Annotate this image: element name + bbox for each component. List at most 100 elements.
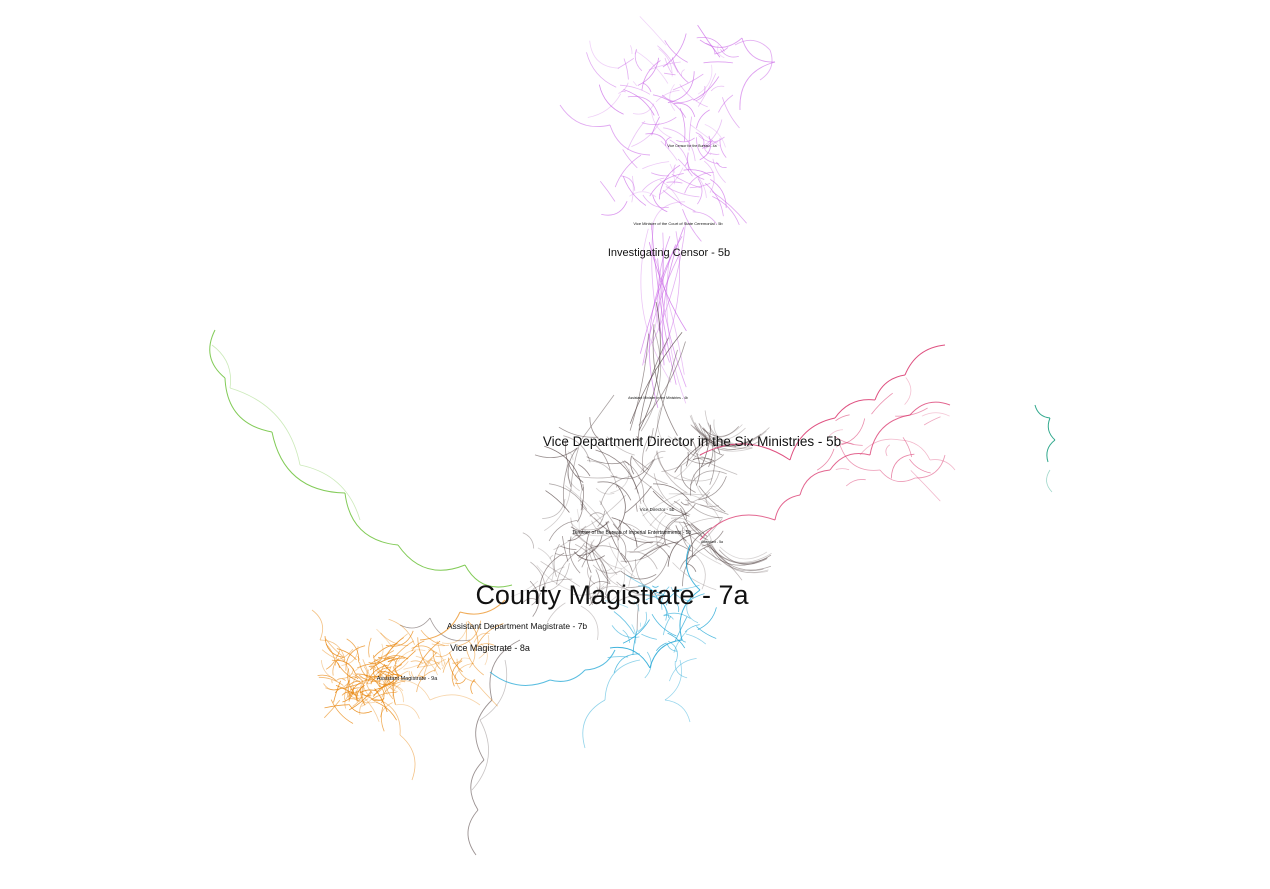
graph-edge — [625, 555, 670, 589]
graph-edge — [411, 671, 415, 679]
graph-edge — [680, 507, 709, 541]
graph-edge — [709, 152, 720, 155]
graph-edge — [829, 453, 871, 471]
graph-edge — [371, 697, 385, 702]
graph-edge — [576, 500, 583, 523]
graph-edge — [695, 86, 706, 102]
graph-edge — [368, 637, 372, 658]
graph-edge — [590, 564, 629, 598]
graph-edge — [560, 545, 577, 550]
graph-edge — [324, 636, 344, 658]
graph-edge — [581, 494, 627, 531]
graph-edge — [567, 529, 584, 541]
graph-edge — [610, 459, 654, 480]
graph-edge — [662, 189, 696, 212]
graph-edge — [704, 410, 753, 449]
graph-edge — [418, 675, 425, 680]
graph-edge — [695, 453, 701, 486]
graph-edge — [637, 477, 664, 499]
graph-edge — [478, 634, 490, 659]
graph-edge — [361, 681, 366, 706]
graph-edge — [601, 564, 619, 586]
graph-edge — [601, 201, 628, 216]
graph-edge — [702, 139, 713, 149]
graph-edge — [599, 557, 608, 596]
graph-edge — [586, 460, 618, 488]
graph-edge — [632, 629, 638, 656]
graph-edge — [435, 650, 453, 658]
graph-edge — [632, 528, 664, 538]
graph-edge — [869, 414, 911, 456]
graph-edge — [611, 625, 640, 638]
graph-edge — [471, 719, 489, 791]
graph-edge — [600, 475, 633, 505]
graph-edge — [388, 618, 415, 645]
graph-edge — [652, 483, 690, 501]
graph-edge — [614, 532, 619, 570]
graph-edge — [319, 639, 346, 661]
graph-edge — [698, 423, 762, 446]
graph-edge — [704, 119, 723, 146]
graph-edge — [630, 455, 635, 475]
graph-edge — [451, 660, 463, 687]
graph-edge — [361, 680, 377, 703]
graph-edge — [668, 640, 678, 663]
graph-edge — [626, 574, 651, 589]
graph-edge — [609, 124, 651, 156]
graph-edge — [637, 611, 647, 632]
graph-edge — [392, 670, 409, 691]
graph-edge — [774, 494, 801, 521]
graph-edge — [622, 619, 650, 644]
graph-edge — [707, 422, 753, 445]
graph-edge — [663, 127, 696, 162]
graph-edge — [384, 633, 408, 658]
graph-edge — [871, 392, 893, 415]
graph-edge — [334, 659, 356, 674]
graph-edge — [348, 704, 372, 714]
graph-edge — [672, 57, 689, 84]
graph-edge — [661, 586, 670, 610]
graph-edge — [694, 422, 760, 450]
graph-edge — [929, 459, 956, 471]
graph-edge — [436, 640, 443, 666]
graph-edge — [658, 167, 684, 196]
graph-edge — [636, 603, 639, 630]
graph-edge — [429, 617, 471, 642]
graph-edge — [538, 552, 565, 592]
graph-edge — [1034, 404, 1051, 419]
graph-edge — [595, 449, 639, 494]
graph-edge — [697, 24, 721, 58]
graph-edge — [419, 611, 461, 641]
graph-edge — [879, 469, 916, 482]
node-label-county-magistrate: County Magistrate - 7a — [475, 580, 749, 610]
graph-edge — [710, 85, 725, 92]
graph-edge — [596, 586, 609, 599]
graph-edge — [467, 620, 479, 645]
graph-edge — [699, 514, 776, 541]
graph-edge — [714, 47, 729, 55]
graph-edge — [447, 657, 459, 681]
graph-edge — [652, 585, 659, 588]
graph-edge — [544, 489, 571, 531]
graph-edge — [642, 194, 669, 209]
graph-edge — [708, 540, 761, 564]
graph-edge — [663, 518, 677, 545]
graph-edge — [472, 679, 498, 707]
graph-edge — [711, 542, 768, 574]
graph-edge — [859, 438, 901, 456]
graph-edge — [617, 519, 621, 541]
graph-edge — [549, 669, 586, 682]
graph-edge — [416, 652, 438, 679]
graph-edge — [271, 431, 346, 494]
graph-edge — [664, 699, 691, 723]
graph-edge — [624, 485, 652, 514]
graph-edge — [841, 418, 866, 446]
graph-edge — [558, 426, 599, 438]
graph-edge — [571, 530, 589, 537]
graph-edge — [343, 659, 346, 662]
graph-edge — [522, 598, 538, 603]
graph-edge — [408, 670, 412, 677]
graph-edge — [692, 211, 718, 225]
graph-edge — [597, 481, 632, 501]
graph-edge — [336, 648, 357, 661]
